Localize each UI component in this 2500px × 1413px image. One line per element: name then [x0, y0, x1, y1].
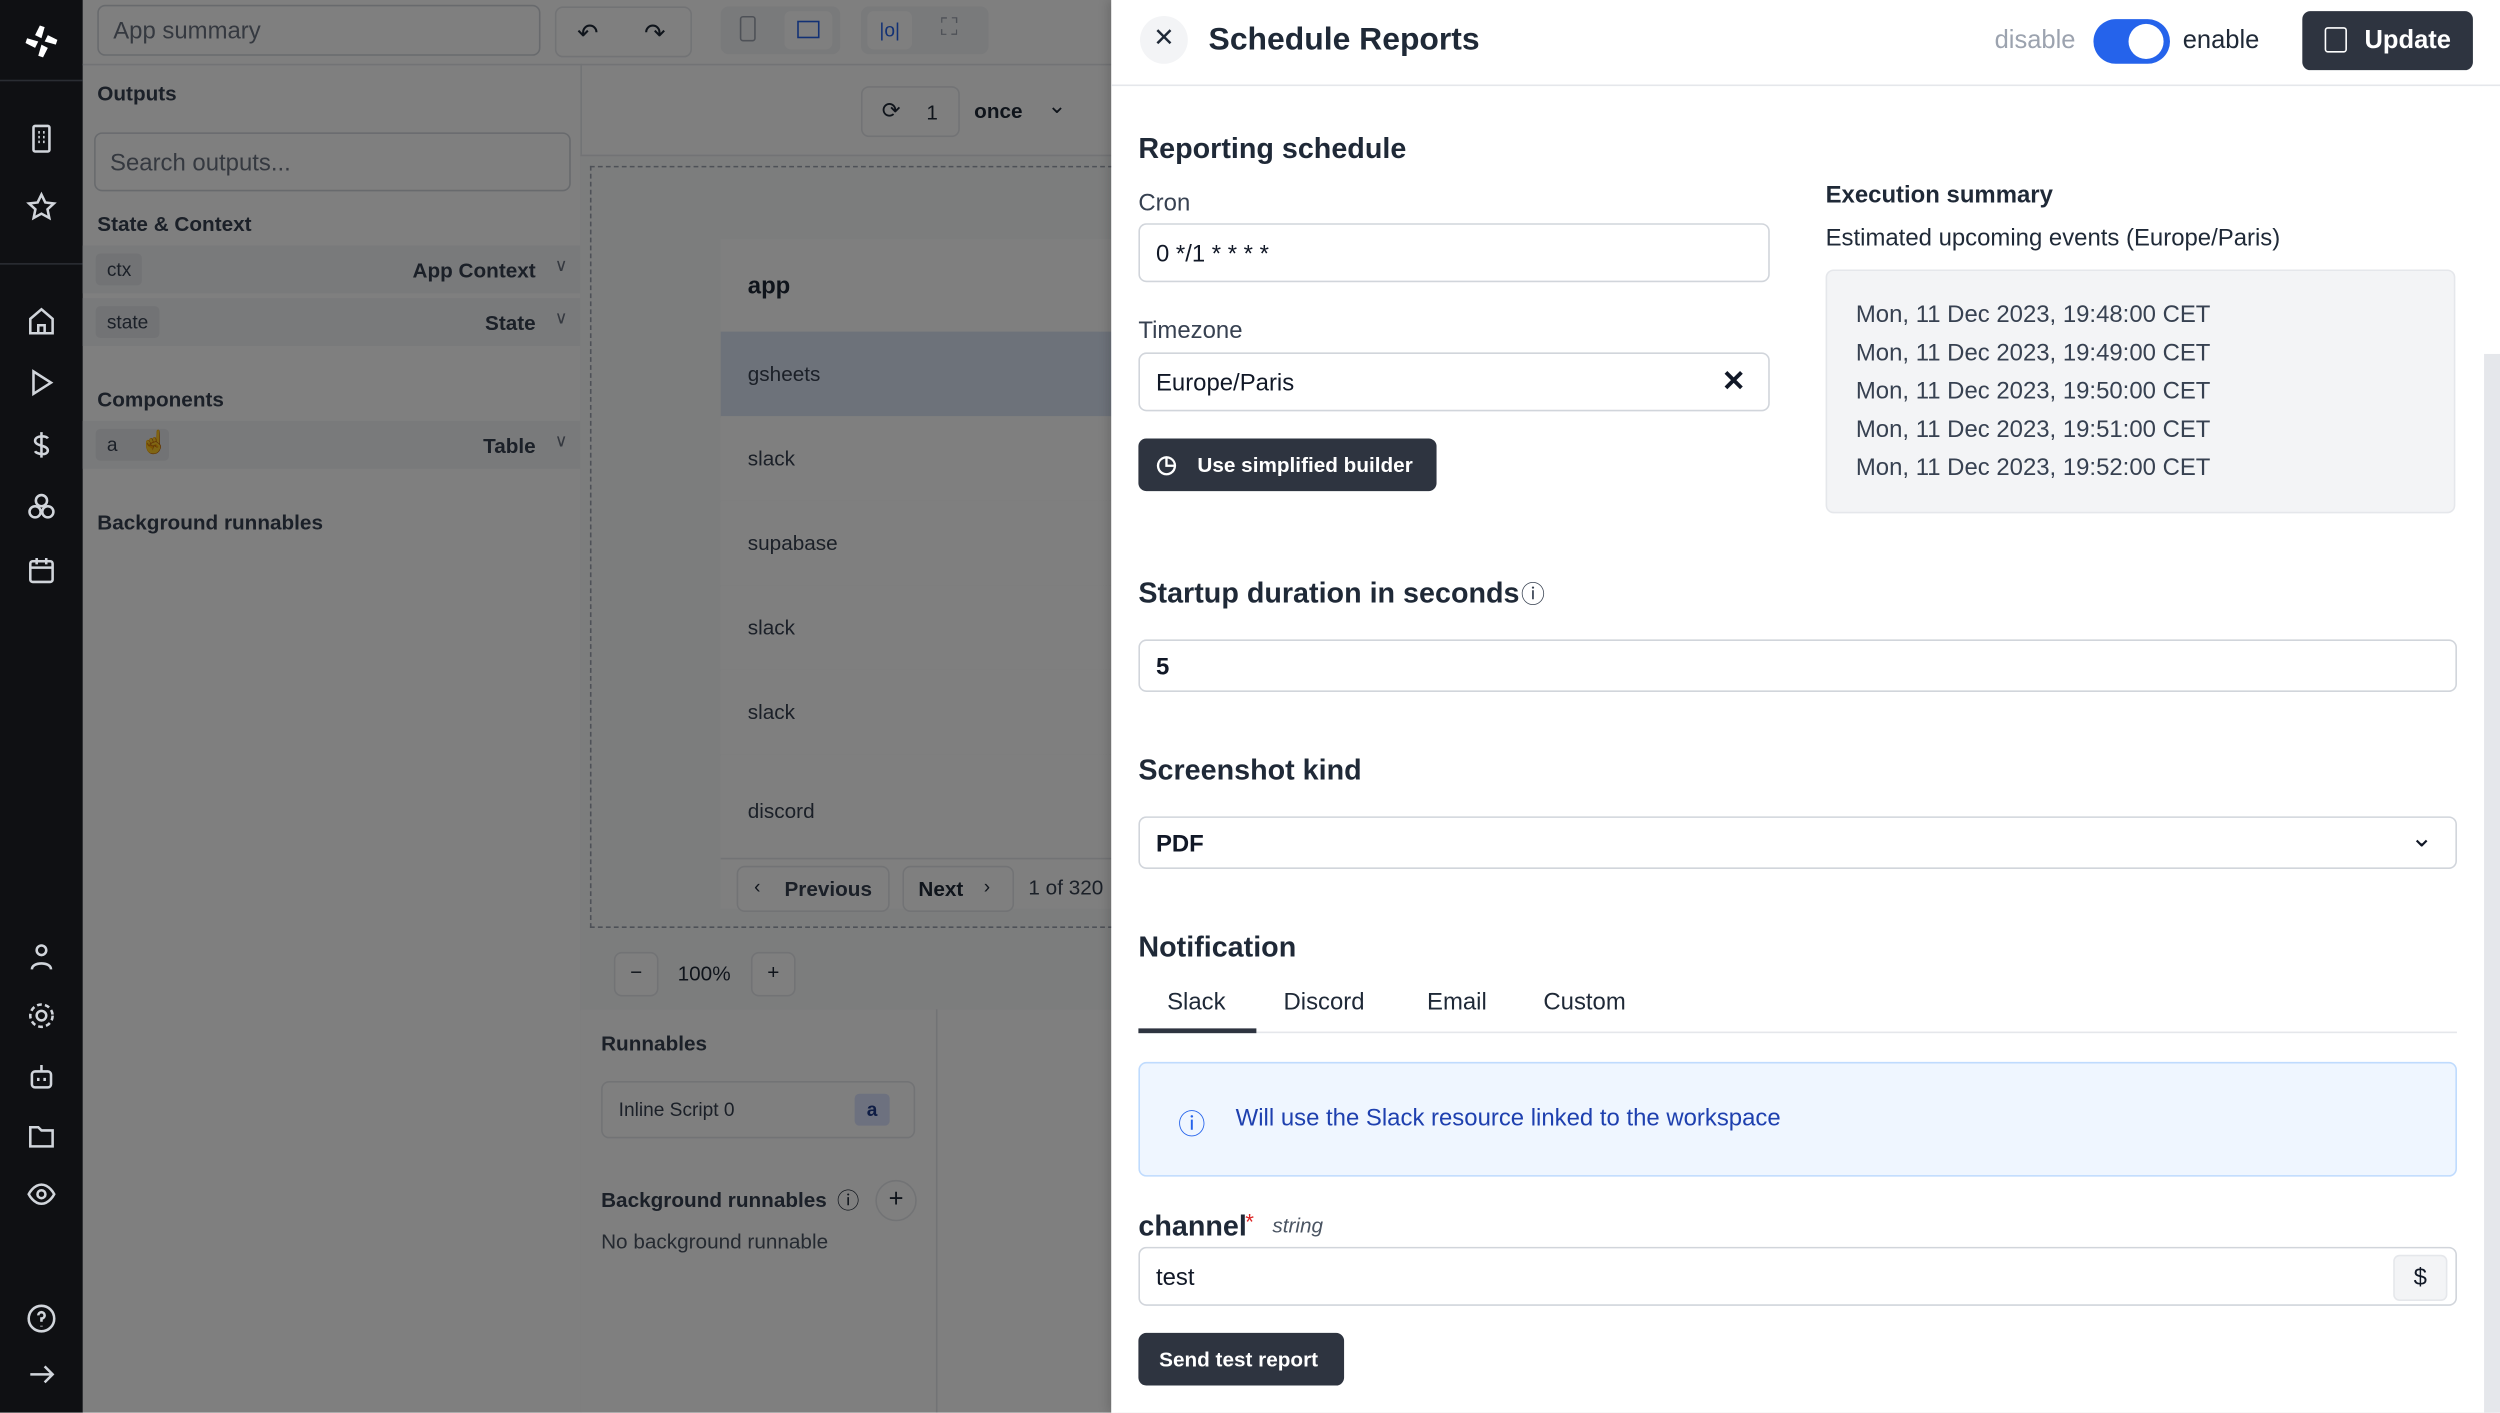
folder-icon[interactable] [26, 1119, 58, 1151]
schedule-reports-drawer: ✕ Schedule Reports disable enable Update… [1111, 0, 2500, 1413]
channel-type: string [1272, 1213, 1324, 1238]
clear-icon[interactable]: ✕ [1721, 365, 1746, 398]
dynamic-value-button[interactable]: $ [2393, 1254, 2448, 1302]
reporting-schedule-title: Reporting schedule [1138, 132, 1407, 165]
tab-email[interactable]: Email [1426, 988, 1487, 1016]
drawer-header: ✕ Schedule Reports disable enable Update [1111, 0, 2500, 87]
close-button[interactable]: ✕ [1139, 15, 1188, 64]
use-simplified-builder-button[interactable]: ◷ Use simplified builder [1138, 438, 1437, 492]
drawer-title: Schedule Reports [1208, 22, 1480, 58]
modal-backdrop[interactable] [82, 0, 1112, 1413]
event-item: Mon, 11 Dec 2023, 19:52:00 CET [1855, 454, 2211, 482]
event-item: Mon, 11 Dec 2023, 19:51:00 CET [1855, 416, 2211, 444]
channel-input[interactable]: test $ [1138, 1246, 2457, 1306]
expand-arrow-icon[interactable] [26, 1358, 58, 1390]
eye-icon[interactable] [26, 1178, 58, 1210]
upcoming-events-list: Mon, 11 Dec 2023, 19:48:00 CET Mon, 11 D… [1825, 269, 2456, 514]
disable-label: disable [1994, 27, 2076, 55]
screenshot-kind-title: Screenshot kind [1138, 754, 1362, 787]
screenshot-kind-select[interactable]: PDF ⌄ [1138, 816, 2457, 869]
tab-discord[interactable]: Discord [1283, 988, 1365, 1016]
home-icon[interactable] [26, 305, 58, 337]
dollar-icon[interactable] [26, 429, 58, 461]
startup-duration-input[interactable]: 5 [1138, 639, 2457, 692]
gear-icon[interactable] [26, 1000, 58, 1032]
active-tab-indicator [1138, 1028, 1257, 1034]
info-icon: ⓘ [1178, 1109, 1206, 1140]
sidebar [0, 0, 83, 1413]
close-icon: ✕ [1153, 25, 1175, 53]
event-item: Mon, 11 Dec 2023, 19:50:00 CET [1855, 377, 2211, 405]
chevron-down-icon: ⌄ [2410, 822, 2434, 854]
cron-input[interactable]: 0 */1 * * * * [1138, 223, 1770, 283]
enable-label: enable [2182, 27, 2260, 55]
event-item: Mon, 11 Dec 2023, 19:48:00 CET [1855, 301, 2211, 329]
timezone-select[interactable]: Europe/Paris ✕ [1138, 352, 1770, 412]
windmill-logo[interactable] [22, 22, 60, 60]
startup-duration-title: Startup duration in seconds [1138, 577, 1520, 610]
event-item: Mon, 11 Dec 2023, 19:49:00 CET [1855, 339, 2211, 367]
info-alert: ⓘ Will use the Slack resource linked to … [1138, 1061, 2457, 1177]
tab-custom[interactable]: Custom [1543, 988, 1626, 1016]
channel-label: channel [1138, 1210, 1247, 1243]
building-icon[interactable] [26, 123, 58, 155]
enable-toggle[interactable] [2093, 19, 2170, 64]
info-icon[interactable]: ⓘ [1521, 581, 1545, 610]
notification-title: Notification [1138, 931, 1297, 964]
send-test-report-button[interactable]: Send test report [1138, 1332, 1345, 1386]
scrollbar[interactable] [2484, 353, 2500, 1413]
calendar-icon[interactable] [26, 555, 58, 587]
execution-summary-title: Execution summary [1825, 181, 2053, 209]
tab-slack[interactable]: Slack [1167, 988, 1226, 1016]
play-icon[interactable] [26, 367, 58, 399]
execution-summary-subtitle: Estimated upcoming events (Europe/Paris) [1825, 224, 2281, 252]
timezone-label: Timezone [1138, 317, 1243, 345]
update-button[interactable]: Update [2302, 11, 2473, 71]
robot-icon[interactable] [26, 1060, 58, 1092]
required-mark: * [1245, 1208, 1254, 1235]
save-icon [2324, 27, 2347, 53]
clock-icon: ◷ [1155, 451, 1177, 479]
cron-label: Cron [1138, 189, 1191, 217]
dollar-icon: $ [2413, 1264, 2427, 1292]
user-icon[interactable] [26, 941, 58, 973]
help-icon[interactable] [26, 1303, 58, 1335]
star-icon[interactable] [26, 191, 58, 223]
resources-icon[interactable] [26, 491, 58, 523]
